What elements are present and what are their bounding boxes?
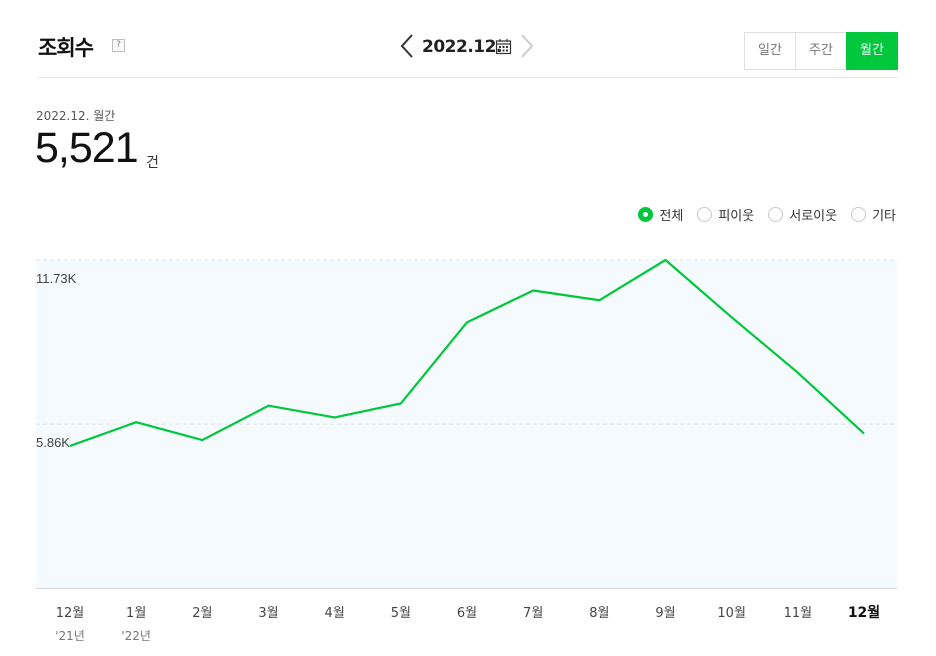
x-tick-label: 6월 (457, 606, 477, 621)
period-tabs: 일간 주간 월간 (744, 32, 898, 70)
help-icon[interactable]: ? (112, 39, 125, 52)
legend-label: 피이웃 (718, 209, 755, 224)
legend-label: 서로이웃 (789, 209, 838, 224)
x-tick-label: 12월 (56, 606, 85, 621)
chevron-right-icon[interactable] (516, 32, 536, 60)
legend-item-other[interactable]: 기타 (851, 205, 896, 224)
x-tick-label: 2월 (192, 606, 212, 621)
x-tick-sublabel: '21년 (55, 629, 85, 643)
tab-monthly[interactable]: 월간 (846, 32, 898, 70)
tab-weekly[interactable]: 주간 (795, 32, 847, 70)
x-tick-label: 5월 (391, 606, 411, 621)
x-tick-label: 11월 (784, 606, 813, 621)
x-tick-sublabel: '22년 (121, 629, 151, 643)
y-tick-label: 11.73K (36, 271, 77, 286)
summary-value: 5,521 (35, 124, 139, 172)
line-chart: 11.73K 5.86K 12월 '21년 1월 '22년 2월 3월 4월 5월 6월 7월 8월 9월… (36, 258, 897, 643)
calendar-icon[interactable] (495, 38, 512, 55)
radio-icon[interactable] (768, 207, 784, 222)
x-tick-label: 9월 (655, 606, 675, 621)
legend-item-mutual[interactable]: 서로이웃 (768, 205, 837, 224)
radio-icon[interactable] (851, 207, 867, 222)
x-tick-label: 3월 (258, 606, 278, 621)
x-tick-label: 10월 (717, 606, 746, 621)
x-tick-label: 12월 (848, 604, 880, 621)
chevron-left-icon[interactable] (398, 32, 418, 60)
y-tick-label: 5.86K (36, 435, 70, 450)
legend-label: 기타 (872, 209, 896, 224)
legend: 전체 피이웃 서로이웃 기타 (624, 205, 896, 224)
page-title: 조회수 (38, 36, 94, 60)
x-tick-label: 4월 (325, 606, 345, 621)
summary-unit: 건 (146, 155, 159, 171)
x-tick-label: 1월 (126, 606, 146, 621)
date-navigator: 2022.12. (398, 30, 538, 64)
x-tick-label: 7월 (523, 606, 543, 621)
legend-item-all[interactable]: 전체 (638, 205, 683, 224)
tab-daily[interactable]: 일간 (744, 32, 796, 70)
x-tick-label: 8월 (589, 606, 609, 621)
legend-label: 전체 (659, 209, 684, 224)
current-date: 2022.12. (422, 37, 502, 57)
radio-icon[interactable] (697, 207, 713, 222)
summary-period: 2022.12. 월간 (36, 109, 116, 123)
chart-header: 조회수 ? 2022.12. 일간 주간 월간 (38, 30, 898, 78)
radio-selected-icon[interactable] (638, 207, 654, 222)
legend-item-neighbor[interactable]: 피이웃 (697, 205, 754, 224)
